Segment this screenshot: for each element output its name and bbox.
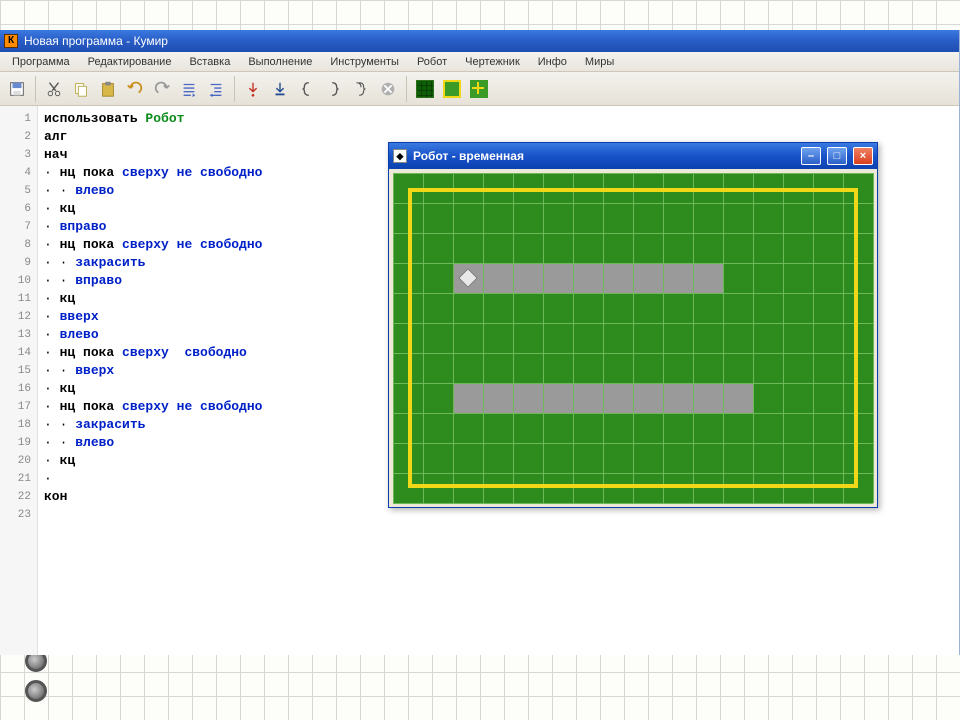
robot-app-icon: ◆ <box>393 149 407 163</box>
wall <box>408 484 858 488</box>
wall <box>408 188 412 488</box>
step-into-icon[interactable] <box>240 76 266 102</box>
field-plus-icon[interactable] <box>466 76 492 102</box>
filled-cell <box>664 384 693 413</box>
field-grid-icon[interactable] <box>412 76 438 102</box>
line-number: 19 <box>0 434 31 452</box>
menu-программа[interactable]: Программа <box>4 54 78 70</box>
line-number: 8 <box>0 236 31 254</box>
line-number: 1 <box>0 110 31 128</box>
menu-миры[interactable]: Миры <box>577 54 622 70</box>
menu-вставка[interactable]: Вставка <box>181 54 238 70</box>
line-number: 13 <box>0 326 31 344</box>
filled-cell <box>694 264 723 293</box>
line-number: 23 <box>0 506 31 524</box>
wall <box>854 188 858 488</box>
line-number: 15 <box>0 362 31 380</box>
code-line[interactable] <box>44 506 953 524</box>
line-number: 20 <box>0 452 31 470</box>
cut-icon[interactable] <box>41 76 67 102</box>
filled-cell <box>574 384 603 413</box>
line-number: 21 <box>0 470 31 488</box>
line-number: 4 <box>0 164 31 182</box>
menubar: ПрограммаРедактированиеВставкаВыполнение… <box>0 52 959 72</box>
menu-робот[interactable]: Робот <box>409 54 455 70</box>
line-number: 18 <box>0 416 31 434</box>
save-icon[interactable] <box>4 76 30 102</box>
brace-close-icon[interactable] <box>321 76 347 102</box>
line-number: 2 <box>0 128 31 146</box>
filled-cell <box>724 384 753 413</box>
menu-чертежник[interactable]: Чертежник <box>457 54 528 70</box>
stop-icon[interactable] <box>375 76 401 102</box>
filled-cell <box>514 264 543 293</box>
robot-window[interactable]: ◆ Робот - временная – □ × <box>388 142 878 508</box>
robot-window-title: Робот - временная <box>413 149 524 163</box>
menu-выполнение[interactable]: Выполнение <box>240 54 320 70</box>
brace-open-icon[interactable] <box>294 76 320 102</box>
robot-titlebar[interactable]: ◆ Робот - временная – □ × <box>389 143 877 169</box>
undo-icon[interactable] <box>122 76 148 102</box>
filled-cell <box>574 264 603 293</box>
filled-cell <box>634 264 663 293</box>
app-icon: К <box>4 34 18 48</box>
line-number: 7 <box>0 218 31 236</box>
field-border-icon[interactable] <box>439 76 465 102</box>
filled-cell <box>634 384 663 413</box>
copy-icon[interactable] <box>68 76 94 102</box>
filled-cell <box>544 384 573 413</box>
line-number: 9 <box>0 254 31 272</box>
line-number: 12 <box>0 308 31 326</box>
line-number: 5 <box>0 182 31 200</box>
line-gutter: 1234567891011121314151617181920212223 <box>0 106 38 655</box>
robot-field-container <box>389 169 877 507</box>
filled-cell <box>544 264 573 293</box>
maximize-button[interactable]: □ <box>827 147 847 165</box>
filled-cell <box>484 264 513 293</box>
filled-cell <box>694 384 723 413</box>
redo-icon[interactable] <box>149 76 175 102</box>
filled-cell <box>484 384 513 413</box>
filled-cell <box>664 264 693 293</box>
filled-cell <box>604 384 633 413</box>
close-button[interactable]: × <box>853 147 873 165</box>
line-number: 11 <box>0 290 31 308</box>
line-number: 17 <box>0 398 31 416</box>
run-icon[interactable] <box>348 76 374 102</box>
line-number: 22 <box>0 488 31 506</box>
filled-cell <box>514 384 543 413</box>
minimize-button[interactable]: – <box>801 147 821 165</box>
wall <box>408 188 858 192</box>
menu-редактирование[interactable]: Редактирование <box>80 54 180 70</box>
menu-инструменты[interactable]: Инструменты <box>322 54 407 70</box>
line-number: 14 <box>0 344 31 362</box>
robot-field[interactable] <box>393 173 873 503</box>
code-line[interactable]: использовать Робот <box>44 110 953 128</box>
indent-right-icon[interactable] <box>203 76 229 102</box>
line-number: 10 <box>0 272 31 290</box>
line-number: 3 <box>0 146 31 164</box>
line-number: 6 <box>0 200 31 218</box>
line-number: 16 <box>0 380 31 398</box>
indent-left-icon[interactable] <box>176 76 202 102</box>
filled-cell <box>454 384 483 413</box>
step-over-icon[interactable] <box>267 76 293 102</box>
titlebar[interactable]: К Новая программа - Кумир <box>0 30 959 52</box>
window-title: Новая программа - Кумир <box>24 34 168 48</box>
menu-инфо[interactable]: Инфо <box>530 54 575 70</box>
toolbar <box>0 72 959 106</box>
paste-icon[interactable] <box>95 76 121 102</box>
filled-cell <box>604 264 633 293</box>
